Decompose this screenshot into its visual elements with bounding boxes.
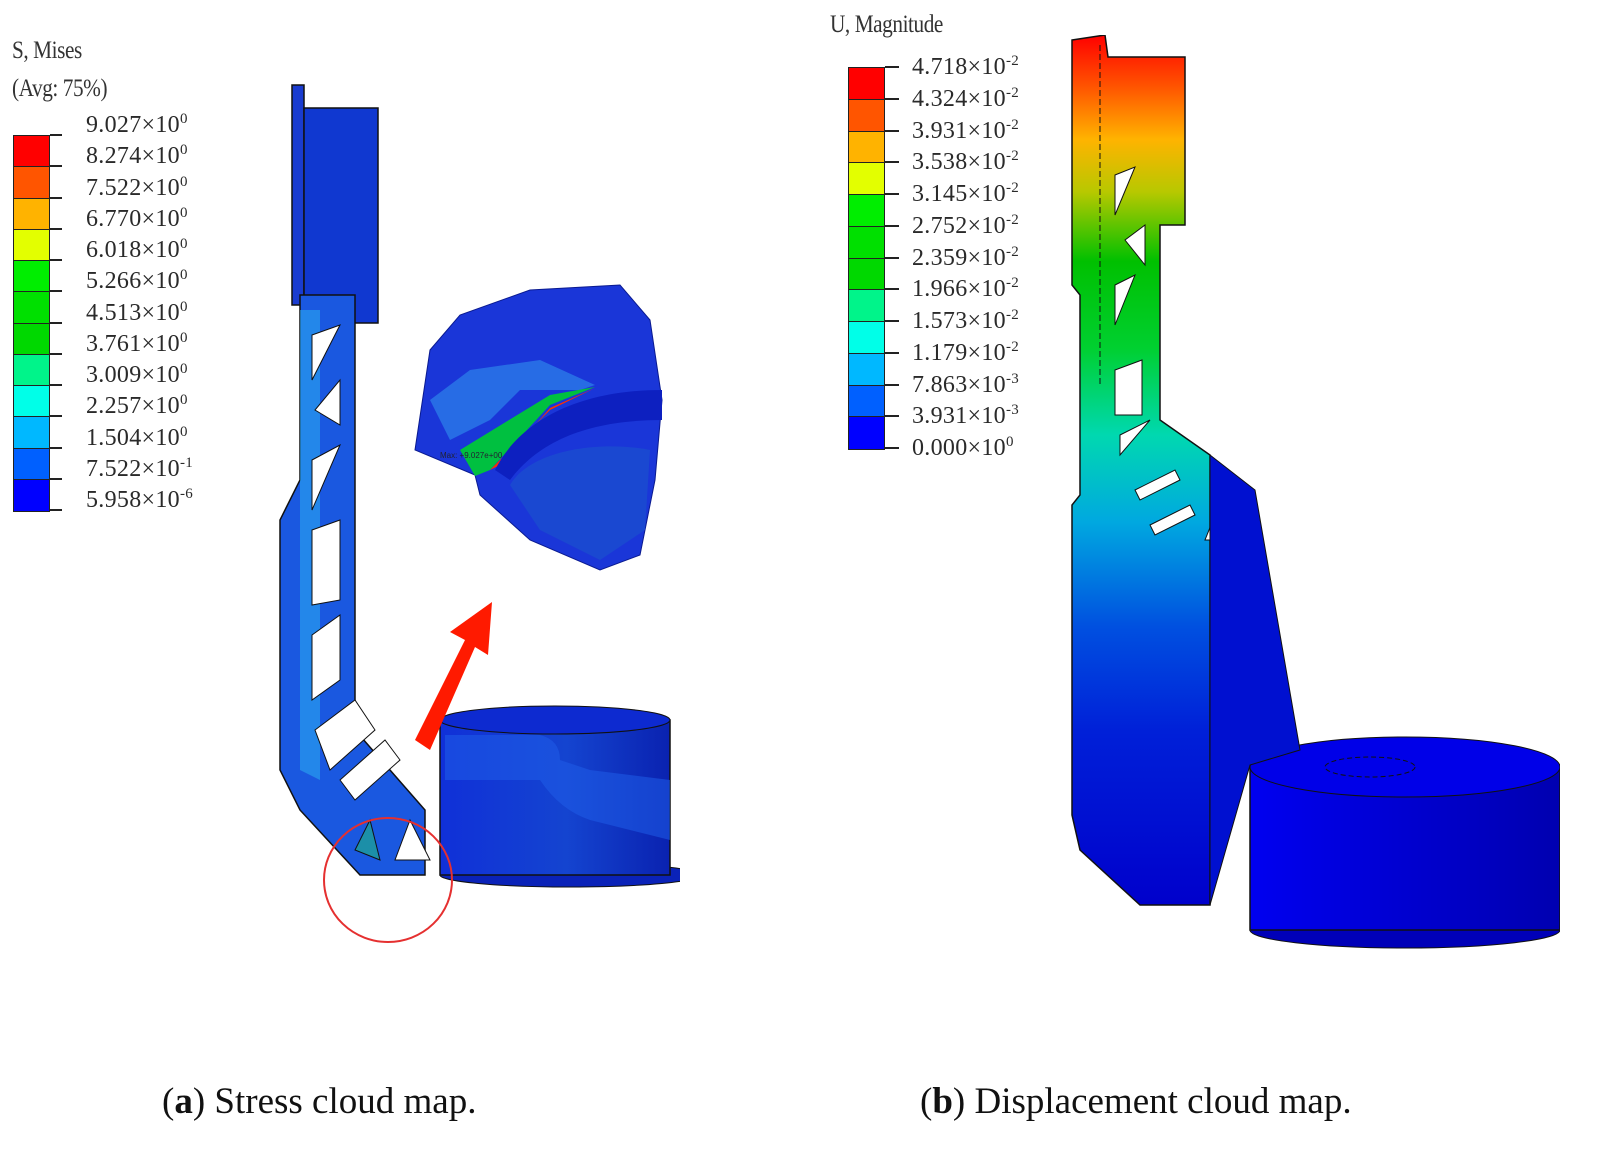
- legend-value: 2.359×10-2: [912, 243, 1020, 271]
- color-swatch: [14, 386, 49, 418]
- displacement-model-render: [1071, 35, 1560, 949]
- stress-legend-title: S, Mises: [12, 37, 82, 64]
- caption-b-letter: b: [932, 1081, 953, 1122]
- legend-value: 3.931×10-2: [912, 116, 1020, 144]
- legend-tick: [885, 320, 899, 322]
- legend-tick: [885, 256, 899, 259]
- legend-tick: [885, 66, 899, 68]
- caption-b-text: Displacement cloud map.: [965, 1081, 1352, 1122]
- legend-value: 2.752×10-2: [912, 211, 1020, 239]
- legend-value: 1.179×10-2: [912, 338, 1020, 366]
- stress-model-render: [279, 84, 680, 943]
- legend-value: 3.145×10-2: [912, 180, 1020, 207]
- color-swatch: [14, 479, 49, 511]
- legend-value: 3.761×100: [86, 329, 188, 357]
- legend-tick: [50, 446, 62, 449]
- color-swatch: [14, 261, 49, 293]
- legend-value: 6.770×100: [86, 204, 188, 232]
- legend-value: 8.274×100: [86, 142, 188, 170]
- legend-tick: [50, 134, 62, 136]
- legend-tick: [50, 321, 62, 324]
- color-swatch: [849, 68, 884, 100]
- caption-a: (a) Stress cloud map.: [162, 1081, 477, 1122]
- color-swatch: [849, 163, 884, 195]
- legend-tick: [885, 415, 899, 418]
- legend-value: 4.324×10-2: [912, 84, 1020, 112]
- color-swatch: [14, 198, 49, 230]
- legend-tick: [50, 415, 62, 418]
- stress-color-scale: [13, 135, 50, 512]
- legend-value: 1.573×10-2: [912, 307, 1020, 334]
- caption-b: (b) Displacement cloud map.: [920, 1081, 1352, 1122]
- max-stress-label: Max: +9.027e+00: [440, 451, 503, 460]
- legend-value: 5.958×10-6: [86, 486, 194, 513]
- legend-value: 4.513×100: [86, 298, 188, 326]
- color-swatch: [14, 448, 49, 480]
- legend-tick: [885, 224, 899, 227]
- color-swatch: [849, 417, 884, 449]
- displacement-legend-title: U, Magnitude: [830, 11, 943, 38]
- color-swatch: [849, 99, 884, 132]
- color-swatch: [14, 292, 49, 324]
- color-swatch: [849, 226, 884, 259]
- legend-tick: [885, 288, 899, 291]
- legend-tick: [885, 193, 899, 195]
- color-swatch: [849, 258, 884, 291]
- legend-value: 2.257×100: [86, 392, 188, 420]
- caption-a-text: Stress cloud map.: [205, 1081, 477, 1122]
- color-swatch: [14, 323, 49, 355]
- legend-tick: [50, 477, 62, 480]
- color-swatch: [849, 385, 884, 418]
- color-swatch: [14, 417, 49, 449]
- stress-legend-subtitle: (Avg: 75%): [12, 75, 108, 102]
- legend-value: 9.027×100: [86, 111, 188, 138]
- legend-tick: [50, 196, 62, 199]
- legend-tick: [50, 352, 62, 355]
- legend-value: 3.538×10-2: [912, 148, 1020, 176]
- legend-tick: [50, 165, 62, 168]
- legend-tick: [885, 161, 899, 164]
- legend-tick: [885, 129, 899, 132]
- legend-tick: [885, 447, 899, 449]
- legend-tick: [885, 97, 899, 100]
- legend-value: 3.009×100: [86, 361, 188, 388]
- legend-value: 0.000×100: [912, 434, 1014, 461]
- stress-detail-inset: Max: +9.027e+00: [414, 284, 663, 571]
- legend-value: 7.522×10-1: [86, 454, 194, 482]
- legend-value: 4.718×10-2: [912, 53, 1020, 80]
- color-swatch: [849, 131, 884, 164]
- legend-value: 3.931×10-3: [912, 402, 1020, 430]
- legend-value: 7.863×10-3: [912, 370, 1020, 398]
- color-swatch: [14, 167, 49, 199]
- legend-value: 1.504×100: [86, 423, 188, 451]
- color-swatch: [14, 136, 49, 168]
- legend-tick: [885, 351, 899, 354]
- legend-value: 1.966×10-2: [912, 275, 1020, 303]
- legend-tick: [50, 227, 62, 230]
- color-swatch: [849, 195, 884, 227]
- legend-value: 5.266×100: [86, 267, 188, 295]
- color-swatch: [849, 353, 884, 386]
- color-swatch: [849, 322, 884, 354]
- color-swatch: [14, 354, 49, 386]
- color-swatch: [14, 229, 49, 261]
- legend-tick: [50, 259, 62, 261]
- legend-tick: [50, 384, 62, 386]
- legend-value: 6.018×100: [86, 236, 188, 263]
- caption-a-letter: a: [174, 1081, 193, 1122]
- legend-tick: [885, 383, 899, 386]
- displacement-color-scale: [848, 67, 885, 450]
- legend-tick: [50, 509, 62, 511]
- legend-value: 7.522×100: [86, 173, 188, 201]
- legend-tick: [50, 290, 62, 293]
- color-swatch: [849, 290, 884, 322]
